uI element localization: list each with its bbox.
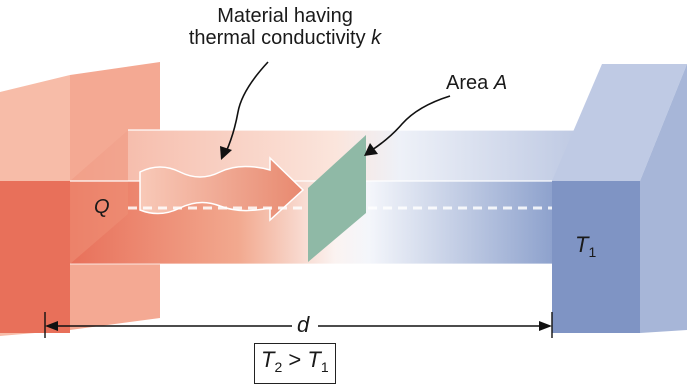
material-label-line1: Material having [217,5,353,27]
material-pointer-head [220,146,232,160]
hot-block-front [0,181,70,333]
material-label-line2: thermal conductivity k [188,27,382,49]
temperature-condition-box: T2 > T1 [254,343,336,384]
cold-block-side [640,64,687,333]
cold-block-front [552,181,640,333]
conductivity-symbol: k [371,27,382,49]
distance-dimension [44,312,553,338]
area-slice [308,135,366,262]
cold-temperature-label: T1 [575,232,597,261]
cold-block-top [552,64,687,181]
area-label: Area A [446,72,508,94]
area-symbol: A [493,72,508,94]
area-pointer-line [371,95,451,151]
material-pointer-line [225,61,269,153]
cold-reservoir [552,64,687,333]
rod-end-face [70,130,128,264]
heat-label: Q [94,196,110,218]
material-label: Material having thermal conductivity k [160,5,410,49]
distance-label: d [297,312,310,337]
rod-top-face [70,130,602,181]
area-pointer-head [364,143,378,156]
